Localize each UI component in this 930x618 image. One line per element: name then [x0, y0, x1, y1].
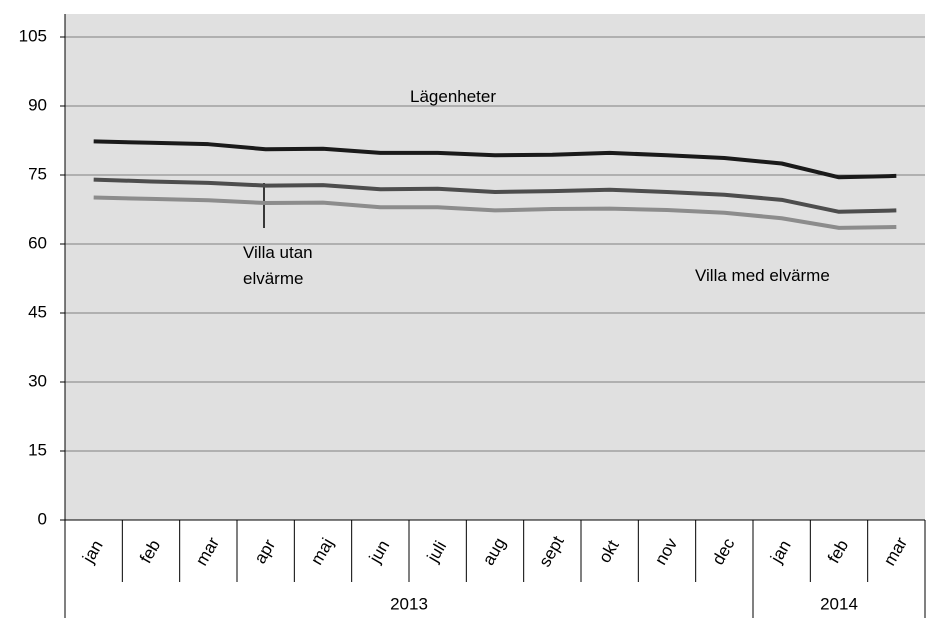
x-tick-label: apr — [250, 536, 279, 567]
year-label: 2014 — [820, 594, 858, 613]
x-tick-label: feb — [136, 537, 164, 567]
x-tick-label: aug — [479, 534, 510, 568]
year-label: 2013 — [390, 594, 428, 613]
x-tick-label: mar — [192, 534, 223, 569]
y-tick-label: 60 — [28, 233, 47, 252]
x-tick-label: sept — [535, 533, 568, 571]
series-label: Lägenheter — [410, 87, 497, 106]
y-tick-label: 0 — [38, 509, 47, 528]
x-tick-label: nov — [651, 534, 681, 568]
x-tick-label: dec — [708, 534, 738, 568]
x-tick-label: jan — [78, 537, 106, 567]
x-tick-label: jun — [365, 537, 393, 567]
plot-area — [65, 14, 925, 520]
y-tick-label: 75 — [28, 164, 47, 183]
y-tick-label: 30 — [28, 371, 47, 390]
series-label: Villa med elvärme — [695, 266, 830, 285]
y-tick-label: 105 — [19, 26, 47, 45]
y-tick-label: 90 — [28, 95, 47, 114]
x-tick-label: feb — [824, 537, 852, 567]
x-tick-label: maj — [307, 535, 337, 568]
series-line — [93, 195, 897, 230]
y-tick-label: 45 — [28, 302, 47, 321]
series-line — [93, 139, 897, 180]
series-line — [93, 177, 897, 214]
x-tick-label: mar — [880, 534, 911, 569]
y-tick-label: 15 — [28, 440, 47, 459]
x-tick-label: jan — [766, 537, 794, 567]
series-label: Villa utan elvärme — [243, 243, 313, 288]
x-tick-label: juli — [423, 538, 450, 566]
x-tick-label: okt — [595, 537, 623, 566]
